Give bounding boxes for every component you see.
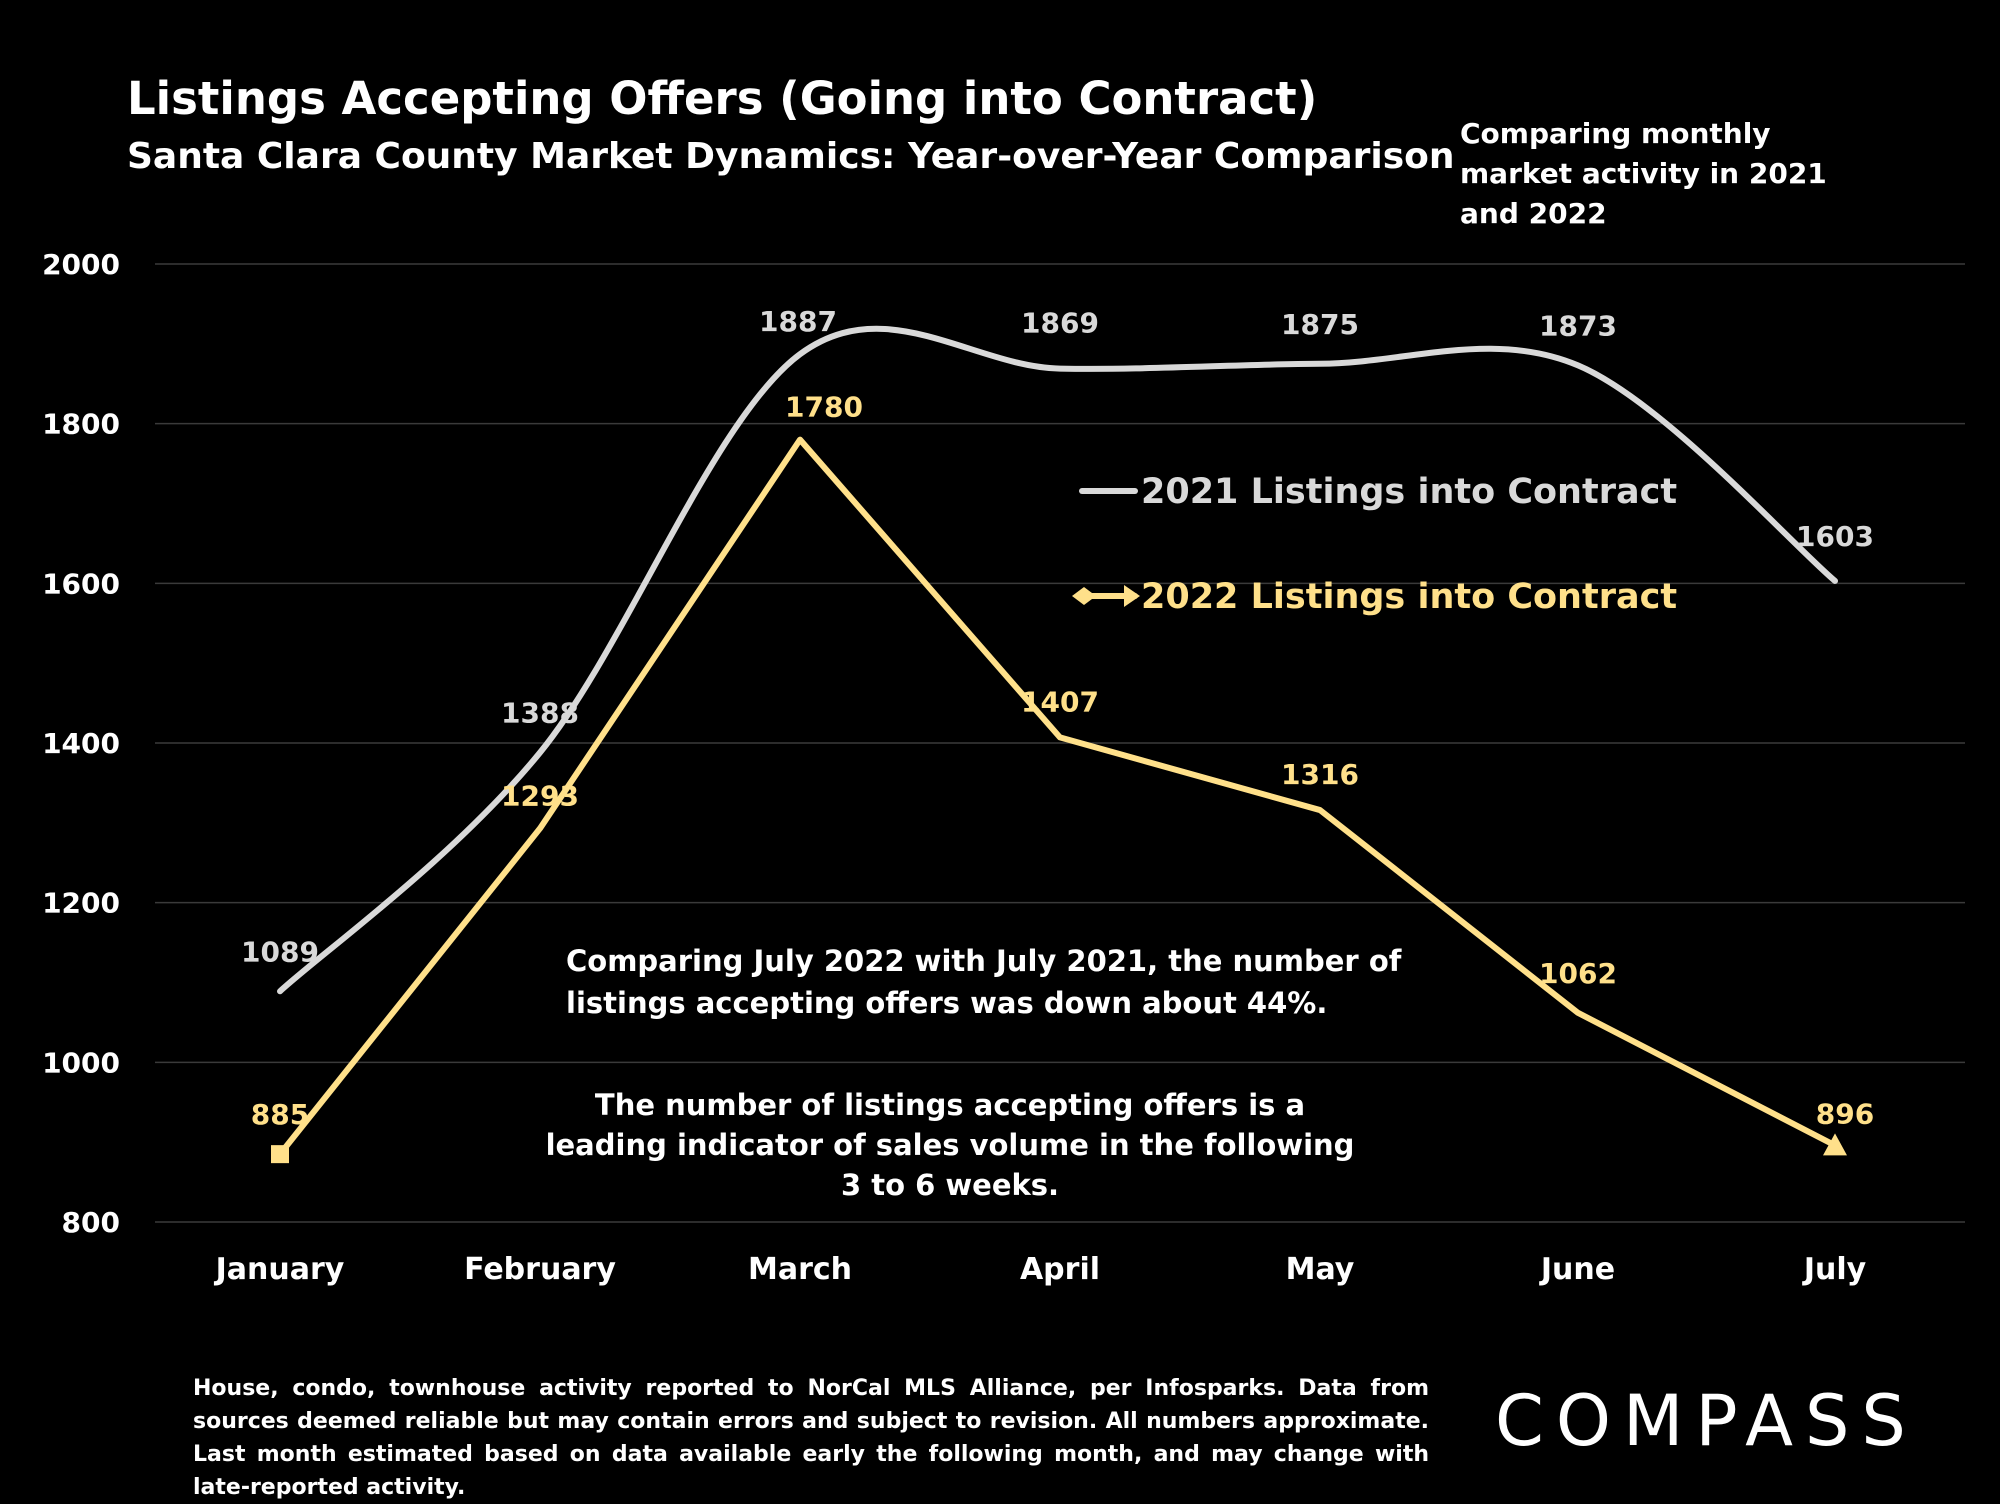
chart-subtitle: Santa Clara County Market Dynamics: Year… xyxy=(127,136,1455,177)
legend-label: 2021 Listings into Contract xyxy=(1141,472,1677,512)
data-label: 1603 xyxy=(1796,520,1874,553)
legend-label: 2022 Listings into Contract xyxy=(1141,577,1677,617)
data-label: 1780 xyxy=(785,391,863,424)
y-tick-label: 1600 xyxy=(42,567,120,600)
x-tick-label: July xyxy=(1802,1252,1867,1287)
series-line-2021 xyxy=(277,325,1838,995)
compass-logo: COMPASS xyxy=(1495,1380,1918,1462)
x-tick-label: February xyxy=(464,1252,616,1287)
data-label: 1388 xyxy=(501,697,579,730)
data-label: 1887 xyxy=(759,305,837,338)
data-label: 1089 xyxy=(241,935,319,968)
yoy-comparison-annotation: Comparing July 2022 with July 2021, the … xyxy=(566,944,1402,1020)
source-footnote: House, condo, townhouse activity reporte… xyxy=(193,1376,1429,1500)
y-tick-label: 2000 xyxy=(42,248,120,281)
x-tick-label: March xyxy=(748,1252,852,1287)
x-tick-label: June xyxy=(1539,1252,1615,1287)
data-label: 1869 xyxy=(1021,307,1099,340)
x-tick-label: April xyxy=(1020,1252,1100,1287)
legend-marker xyxy=(1072,587,1096,605)
data-label: 885 xyxy=(251,1098,309,1131)
x-tick-label: May xyxy=(1286,1252,1355,1287)
y-tick-label: 800 xyxy=(62,1206,120,1239)
data-label: 1062 xyxy=(1539,957,1617,990)
y-tick-label: 1200 xyxy=(42,887,120,920)
chart-title: Listings Accepting Offers (Going into Co… xyxy=(127,72,1318,125)
y-tick-label: 1000 xyxy=(42,1046,120,1079)
data-label: 896 xyxy=(1816,1097,1874,1130)
data-label: 1875 xyxy=(1281,308,1359,341)
data-label: 1293 xyxy=(501,779,579,812)
y-tick-label: 1400 xyxy=(42,727,120,760)
series-marker xyxy=(271,1145,289,1164)
legend-marker xyxy=(1124,585,1140,607)
series-marker xyxy=(1823,1133,1847,1156)
series-line-2022 xyxy=(277,436,1838,1158)
leading-indicator-annotation: The number of listings accepting offers … xyxy=(545,1088,1355,1202)
data-label: 1316 xyxy=(1281,758,1359,791)
y-tick-label: 1800 xyxy=(42,408,120,441)
comparison-note: Comparing monthly market activity in 202… xyxy=(1460,117,1827,230)
data-label: 1407 xyxy=(1021,685,1099,718)
data-label: 1873 xyxy=(1539,309,1617,342)
x-tick-label: January xyxy=(214,1252,345,1287)
